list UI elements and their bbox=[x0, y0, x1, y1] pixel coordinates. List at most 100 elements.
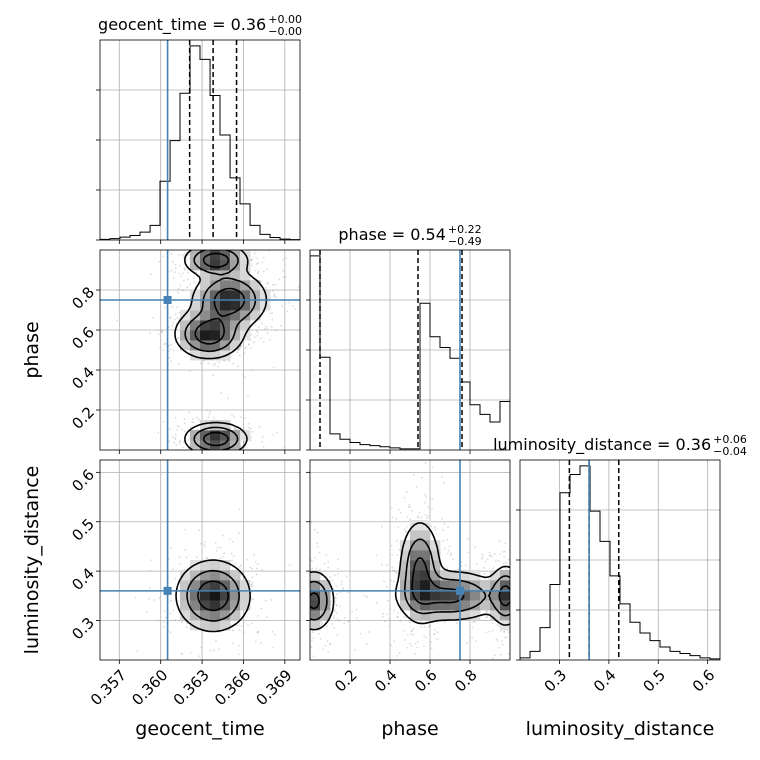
panel-content bbox=[100, 460, 300, 665]
scatter-point bbox=[294, 624, 296, 626]
scatter-point bbox=[186, 474, 188, 476]
density-cell bbox=[440, 570, 451, 581]
scatter-point bbox=[172, 349, 175, 352]
scatter-point bbox=[198, 418, 201, 421]
scatter-point bbox=[297, 285, 300, 288]
scatter-point bbox=[190, 244, 192, 246]
scatter-point bbox=[290, 623, 292, 625]
density-cell bbox=[230, 440, 241, 450]
scatter-point bbox=[375, 601, 378, 604]
scatter-point bbox=[184, 268, 186, 271]
scatter-point bbox=[511, 598, 513, 600]
scatter-point bbox=[185, 259, 188, 262]
scatter-point bbox=[162, 621, 165, 624]
scatter-point bbox=[195, 556, 198, 559]
scatter-point bbox=[354, 649, 357, 651]
y-tick-label-phase: 0.8 bbox=[68, 283, 98, 313]
scatter-point bbox=[511, 635, 513, 637]
scatter-point bbox=[169, 428, 171, 430]
scatter-point bbox=[269, 454, 271, 456]
scatter-point bbox=[247, 426, 250, 429]
scatter-point bbox=[425, 495, 427, 498]
scatter-point bbox=[204, 241, 206, 243]
scatter-point bbox=[247, 624, 249, 626]
scatter-point bbox=[294, 596, 296, 598]
scatter-point bbox=[226, 245, 228, 247]
scatter-point bbox=[189, 370, 191, 372]
x-tick-label-geocent_time: 0.357 bbox=[87, 666, 130, 709]
histogram-step-phase bbox=[310, 255, 510, 450]
density-cell bbox=[230, 610, 241, 621]
scatter-point bbox=[189, 426, 192, 429]
density-cell bbox=[230, 590, 241, 601]
scatter-point bbox=[523, 566, 525, 568]
x-tick-label-geocent_time: 0.366 bbox=[211, 666, 254, 709]
scatter-point bbox=[305, 597, 307, 599]
scatter-point bbox=[229, 663, 231, 665]
scatter-point bbox=[521, 601, 523, 603]
scatter-point bbox=[213, 416, 215, 419]
scatter-point bbox=[295, 634, 297, 636]
density-cell bbox=[220, 340, 231, 351]
scatter-point bbox=[325, 625, 328, 628]
title-main: geocent_time = 0.36 bbox=[98, 15, 266, 35]
scatter-point bbox=[217, 454, 219, 456]
scatter-point bbox=[304, 579, 306, 581]
scatter-point bbox=[240, 345, 242, 347]
scatter-point bbox=[251, 584, 254, 586]
scatter-point bbox=[215, 248, 217, 250]
scatter-point bbox=[250, 597, 253, 600]
scatter-point bbox=[169, 317, 172, 319]
scatter-point bbox=[366, 643, 368, 645]
density-cell bbox=[420, 530, 431, 541]
scatter-point bbox=[433, 633, 436, 636]
scatter-point bbox=[257, 326, 260, 328]
scatter-point bbox=[301, 589, 303, 591]
density-cell bbox=[240, 280, 251, 291]
scatter-point bbox=[427, 515, 430, 518]
scatter-point bbox=[294, 602, 296, 604]
scatter-point bbox=[159, 330, 162, 332]
scatter-point bbox=[174, 577, 177, 580]
scatter-point bbox=[212, 663, 214, 665]
density-cell bbox=[440, 580, 451, 591]
scatter-point bbox=[177, 291, 180, 294]
x-tick-label-luminosity_distance: 0.4 bbox=[590, 666, 620, 696]
scatter-point bbox=[494, 654, 496, 656]
scatter-point bbox=[206, 409, 209, 412]
scatter-point bbox=[514, 609, 516, 611]
scatter-point bbox=[383, 580, 385, 582]
scatter-point bbox=[448, 549, 450, 552]
scatter-point bbox=[171, 324, 173, 327]
scatter-point bbox=[163, 626, 166, 628]
scatter-point bbox=[293, 592, 295, 594]
scatter-point bbox=[261, 569, 264, 571]
x-tick-label-phase: 0.4 bbox=[371, 666, 401, 696]
scatter-point bbox=[303, 605, 305, 607]
scatter-point bbox=[460, 565, 463, 568]
scatter-point bbox=[211, 450, 213, 452]
scatter-point bbox=[176, 424, 179, 427]
density-cell bbox=[450, 580, 461, 591]
density-cell bbox=[190, 610, 201, 621]
scatter-point bbox=[446, 538, 449, 541]
scatter-point bbox=[340, 580, 343, 583]
scatter-point bbox=[397, 526, 400, 528]
scatter-point bbox=[178, 556, 181, 559]
scatter-point bbox=[441, 517, 443, 520]
scatter-point bbox=[251, 567, 253, 570]
scatter-point bbox=[335, 611, 338, 614]
scatter-point bbox=[351, 610, 353, 613]
scatter-point bbox=[363, 594, 366, 597]
scatter-point bbox=[512, 598, 514, 600]
scatter-point bbox=[307, 582, 309, 584]
density-cell bbox=[220, 270, 231, 281]
scatter-point bbox=[255, 263, 258, 265]
scatter-point bbox=[146, 241, 148, 243]
scatter-point bbox=[294, 606, 296, 608]
scatter-point bbox=[238, 532, 240, 535]
density-cell bbox=[450, 610, 461, 621]
density-cell bbox=[180, 600, 191, 611]
scatter-point bbox=[307, 588, 309, 590]
scatter-point bbox=[222, 555, 224, 558]
